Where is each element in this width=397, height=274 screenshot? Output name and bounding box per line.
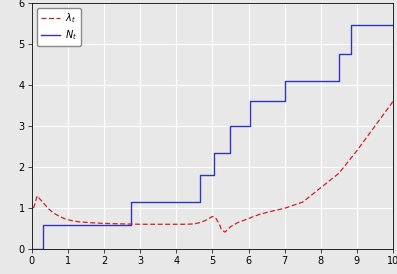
$\lambda_t$ — [217, 223, 222, 226]
$N_t$ — [228, 151, 233, 155]
$N_t$ — [197, 174, 202, 177]
$\lambda_t$ — [53, 212, 58, 216]
$\lambda_t$ — [185, 222, 189, 226]
$\lambda_t$ — [39, 198, 43, 202]
Legend: $\lambda_t$, $N_t$: $\lambda_t$, $N_t$ — [37, 8, 81, 46]
Line: $\lambda_t$: $\lambda_t$ — [34, 101, 393, 232]
$\lambda_t$ — [197, 221, 202, 224]
$\lambda_t$ — [228, 225, 233, 229]
$\lambda_t$ — [206, 217, 211, 220]
$N_t$ — [349, 24, 354, 27]
$N_t$ — [40, 223, 45, 226]
$\lambda_t$ — [282, 207, 287, 210]
$N_t$ — [336, 79, 341, 82]
$N_t$ — [248, 100, 253, 103]
$\lambda_t$ — [174, 222, 179, 226]
$\lambda_t$ — [235, 221, 240, 224]
$N_t$ — [228, 124, 233, 128]
$N_t$ — [40, 248, 45, 251]
$N_t$ — [129, 223, 133, 226]
$\lambda_t$ — [56, 214, 61, 218]
$N_t$ — [349, 53, 354, 56]
$\lambda_t$ — [257, 213, 262, 216]
$N_t$ — [129, 201, 133, 204]
$N_t$ — [197, 201, 202, 204]
$\lambda_t$ — [102, 222, 106, 225]
$\lambda_t$ — [318, 186, 323, 189]
$\lambda_t$ — [219, 228, 224, 231]
$\lambda_t$ — [60, 216, 65, 219]
$\lambda_t$ — [214, 217, 218, 220]
$\lambda_t$ — [246, 217, 251, 220]
$N_t$ — [29, 248, 34, 251]
$\lambda_t$ — [203, 219, 208, 222]
$\lambda_t$ — [336, 172, 341, 175]
$\lambda_t$ — [268, 210, 273, 213]
$\lambda_t$ — [87, 221, 92, 224]
$\lambda_t$ — [69, 219, 74, 222]
$\lambda_t$ — [42, 202, 47, 206]
Line: $N_t$: $N_t$ — [32, 25, 393, 249]
$\lambda_t$ — [192, 222, 197, 226]
$N_t$ — [282, 79, 287, 82]
$\lambda_t$ — [223, 230, 227, 234]
$\lambda_t$ — [372, 124, 377, 128]
$N_t$ — [248, 124, 253, 128]
$\lambda_t$ — [76, 220, 81, 224]
$N_t$ — [212, 174, 217, 177]
$\lambda_t$ — [46, 207, 50, 210]
$\lambda_t$ — [49, 210, 54, 213]
$N_t$ — [282, 100, 287, 103]
$\lambda_t$ — [210, 215, 215, 218]
$\lambda_t$ — [391, 100, 395, 103]
$N_t$ — [336, 53, 341, 56]
$\lambda_t$ — [120, 222, 125, 226]
$\lambda_t$ — [156, 222, 160, 226]
$N_t$ — [212, 151, 217, 155]
$\lambda_t$ — [301, 201, 305, 204]
$N_t$ — [391, 24, 395, 27]
$\lambda_t$ — [35, 194, 40, 198]
$\lambda_t$ — [355, 149, 359, 152]
$\lambda_t$ — [64, 218, 68, 221]
$\lambda_t$ — [138, 222, 143, 226]
$\lambda_t$ — [31, 207, 36, 210]
